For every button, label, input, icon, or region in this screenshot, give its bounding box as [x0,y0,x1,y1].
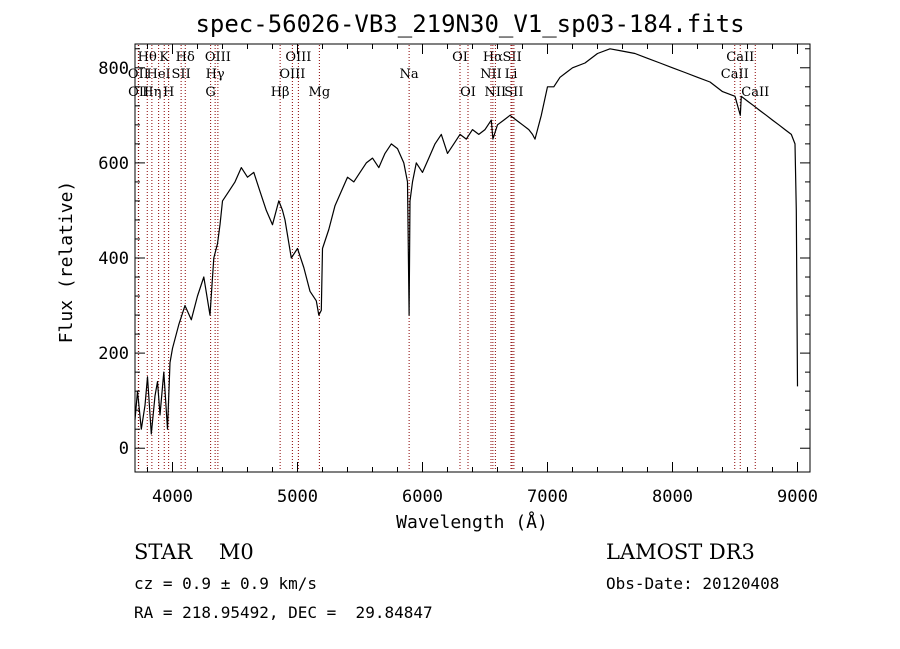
spectrum-layer [134,48,799,435]
line-marker-label: Li [505,67,518,82]
line-marker-label: Hβ [271,85,290,100]
x-tick-label: 4000 [152,487,193,507]
line-marker-label: OI [452,50,468,65]
line-marker-label: Na [400,67,419,82]
line-marker-label: HeI [147,67,171,82]
line-marker-label: Hα [483,50,503,65]
line-marker-label: SII [504,85,523,100]
tick-layer: 4000 5000 6000 7000 8000 9000 0 200 400 600 800 [98,44,818,507]
x-tick-label: 5000 [277,487,318,507]
line-marker-label: NII [485,85,507,100]
survey-label: LAMOST DR3 [606,540,755,564]
line-marker-label: CaII [741,85,769,100]
line-marker-label: K [159,50,169,65]
line-marker-label: Hθ [138,50,157,65]
obs-date-text: Obs-Date: 20120408 [606,574,780,593]
redshift-text: cz = 0.9 ± 0.9 km/s [134,574,318,593]
y-tick-label: 800 [98,59,129,79]
line-marker-label: OII [128,67,149,82]
x-tick-label: 7000 [527,487,568,507]
line-marker-label: Hδ [176,50,195,65]
x-tick-label: 6000 [402,487,443,507]
y-tick-label: 200 [98,344,129,364]
coordinates-text: RA = 218.95492, DEC = 29.84847 [134,603,433,622]
plot-frame [134,43,811,473]
line-marker-label: H [163,85,174,100]
line-marker-label: OIII [279,67,305,82]
line-marker-label: SII [503,50,522,65]
line-marker-label: Hη [142,85,161,100]
y-tick-label: 400 [98,249,129,269]
line-marker-label: Mg [309,85,331,100]
y-tick-label: 600 [98,154,129,174]
x-tick-label: 9000 [777,487,818,507]
line-marker-label: OII [128,85,149,100]
x-axis-label: Wavelength (Å) [396,511,548,533]
line-marker-label: CaII [721,67,749,82]
line-marker-label: SII [172,67,191,82]
line-marker-label: NII [480,67,502,82]
spectrum-series [134,48,799,435]
line-marker-label: CaII [726,50,754,65]
line-marker-label: G [205,85,215,100]
x-tick-label: 8000 [652,487,693,507]
line-marker-label: OIII [205,50,231,65]
object-class: STAR M0 [134,540,254,564]
line-marker-label: Hγ [206,67,225,82]
y-tick-label: 0 [119,439,129,459]
chart-title: spec-56026-VB3_219N30_V1_sp03-184.fits [195,10,744,38]
line-marker-label: OIII [285,50,311,65]
y-axis-label: Flux (relative) [56,181,77,344]
line-marker-layer: Hθ OII OII K HeI Hη H SII Hδ OIII Hγ G Hβ OIII OIII Mg N… [128,45,769,471]
line-marker-label: OI [460,85,476,100]
